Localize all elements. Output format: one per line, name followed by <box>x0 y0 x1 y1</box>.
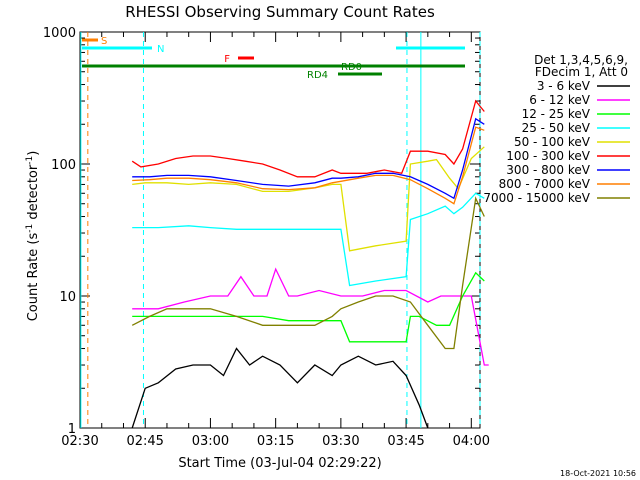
legend-entry-label: 3 - 6 keV <box>537 79 591 93</box>
series-line <box>131 347 429 429</box>
annotation-label: RD0 <box>341 62 362 73</box>
series-line <box>132 126 485 205</box>
x-tick-label: 03:30 <box>322 434 359 449</box>
x-tick-label: 02:30 <box>61 434 98 449</box>
plot-frame <box>79 31 481 429</box>
legend-entry-label: 7000 - 15000 keV <box>483 191 590 205</box>
legend-entry-label: 100 - 300 keV <box>506 149 590 163</box>
annotation-label: F <box>224 54 230 65</box>
ylabel-end: ) <box>26 151 41 156</box>
chart-title: RHESSI Observing Summary Count Rates <box>125 3 435 21</box>
series-line <box>132 192 485 287</box>
x-axis-label: Start Time (03-Jul-04 02:29:22) <box>178 456 381 471</box>
legend-entry-label: 300 - 800 keV <box>506 163 590 177</box>
legend-entry-label: 6 - 12 keV <box>529 93 591 107</box>
series-line <box>132 267 489 366</box>
legend-entry-label: 25 - 50 keV <box>522 121 591 135</box>
timestamp: 18-Oct-2021 10:56 <box>560 469 636 478</box>
legend-header: FDecim 1, Att 0 <box>535 65 628 79</box>
x-tick-label: 03:45 <box>387 434 424 449</box>
legend: Det 1,3,4,5,6,9,FDecim 1, Att 03 - 6 keV… <box>483 53 630 205</box>
ylabel-mid: detector <box>26 164 41 224</box>
x-tick-label: 03:00 <box>192 434 229 449</box>
ylabel-sup1: -1 <box>25 224 35 233</box>
y-tick-label: 100 <box>51 158 76 173</box>
ylabel-sup2: -1 <box>25 156 35 165</box>
series-line <box>132 117 485 200</box>
plot-area: 1 10 100 1000 02:30 02:45 03:00 03:15 03:30 03:45… <box>43 26 490 449</box>
series-line <box>132 146 485 252</box>
legend-entry-label: 12 - 25 keV <box>522 107 591 121</box>
series-line <box>131 99 485 178</box>
series-line <box>131 196 485 350</box>
svg-text:Count Rate (s-1 detector-1): Count Rate (s-1 detector-1) <box>25 151 41 322</box>
x-tick-label: 04:00 <box>453 434 490 449</box>
ylabel-main: Count Rate (s <box>26 233 41 322</box>
annotation-label: RD4 <box>307 70 328 81</box>
y-tick-label: 10 <box>59 290 76 305</box>
series-line <box>132 271 485 343</box>
legend-header: Det 1,3,4,5,6,9, <box>534 53 628 67</box>
x-tick-label: 02:45 <box>126 434 163 449</box>
x-tick-label: 03:15 <box>257 434 294 449</box>
y-tick-label: 1 <box>68 422 76 437</box>
annotation-label: N <box>157 44 164 55</box>
legend-entry-label: 50 - 100 keV <box>514 135 591 149</box>
legend-entry-label: 800 - 7000 keV <box>499 177 591 191</box>
y-tick-label: 1000 <box>43 26 76 41</box>
y-axis-label: Count Rate (s-1 detector-1) <box>25 151 41 322</box>
annotation-label: S <box>101 36 107 47</box>
